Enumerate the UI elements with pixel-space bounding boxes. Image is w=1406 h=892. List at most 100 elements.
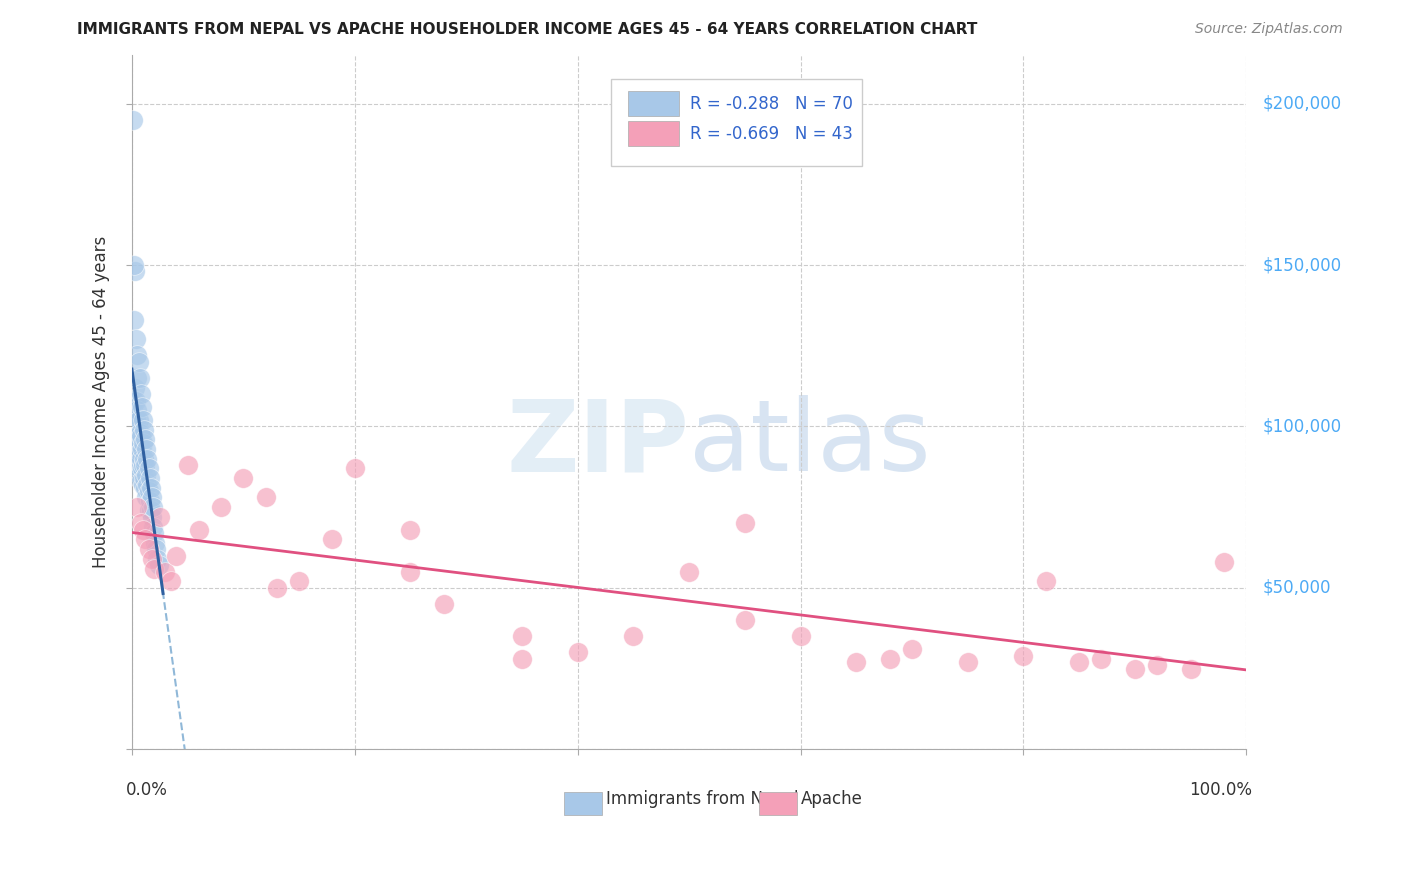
Point <box>254 491 277 505</box>
Point <box>1035 574 1057 589</box>
Point <box>138 542 160 557</box>
FancyBboxPatch shape <box>628 91 679 116</box>
Point <box>321 533 343 547</box>
Text: $50,000: $50,000 <box>1263 579 1331 597</box>
Point <box>138 471 160 485</box>
Point <box>1012 648 1035 663</box>
Point <box>734 516 756 531</box>
Point <box>141 509 163 524</box>
Point <box>1123 662 1146 676</box>
Point <box>122 409 145 424</box>
Point <box>510 629 533 643</box>
Point <box>139 481 162 495</box>
Point <box>232 471 254 485</box>
Point <box>122 458 145 473</box>
Point <box>143 561 166 575</box>
Point <box>124 264 146 278</box>
Text: Source: ZipAtlas.com: Source: ZipAtlas.com <box>1195 22 1343 37</box>
Point <box>128 413 150 427</box>
Point <box>129 429 152 443</box>
Point <box>122 419 145 434</box>
Point <box>149 509 172 524</box>
Point <box>433 597 456 611</box>
Point <box>122 458 145 473</box>
Point <box>956 655 979 669</box>
Point <box>132 435 155 450</box>
Point <box>132 477 155 491</box>
Point <box>131 400 153 414</box>
Point <box>135 442 157 456</box>
Point <box>176 458 198 473</box>
Point <box>134 458 156 473</box>
Text: R = -0.669   N = 43: R = -0.669 N = 43 <box>690 125 853 143</box>
Point <box>142 519 165 533</box>
Point <box>141 551 163 566</box>
Point <box>128 467 150 482</box>
Point <box>129 387 152 401</box>
Point <box>132 523 155 537</box>
Point <box>145 542 167 557</box>
Point <box>148 558 170 573</box>
Point <box>129 475 152 489</box>
Point <box>343 461 366 475</box>
Point <box>143 526 166 541</box>
Point <box>138 503 160 517</box>
Point <box>138 483 160 498</box>
Point <box>879 652 901 666</box>
Point <box>134 451 156 466</box>
Point <box>789 629 811 643</box>
Point <box>122 433 145 447</box>
Point <box>901 642 924 657</box>
Text: atlas: atlas <box>689 395 931 492</box>
Point <box>134 533 156 547</box>
Point <box>127 500 149 515</box>
Point <box>510 652 533 666</box>
Point <box>1213 555 1236 569</box>
Text: ZIP: ZIP <box>506 395 689 492</box>
Point <box>127 451 149 466</box>
Point <box>122 313 145 327</box>
Y-axis label: Householder Income Ages 45 - 64 years: Householder Income Ages 45 - 64 years <box>93 236 110 568</box>
FancyBboxPatch shape <box>612 79 862 166</box>
Point <box>125 413 148 427</box>
Point <box>146 551 169 566</box>
Point <box>131 461 153 475</box>
Text: $100,000: $100,000 <box>1263 417 1343 435</box>
Text: $200,000: $200,000 <box>1263 95 1343 112</box>
Point <box>165 549 187 563</box>
Point <box>127 425 149 440</box>
Point <box>134 481 156 495</box>
Point <box>621 629 644 643</box>
Point <box>122 435 145 450</box>
Point <box>155 565 177 579</box>
Point <box>139 503 162 517</box>
Point <box>132 458 155 473</box>
Point <box>122 393 145 408</box>
Point <box>134 433 156 447</box>
Point <box>1180 662 1202 676</box>
Point <box>124 451 146 466</box>
FancyBboxPatch shape <box>564 792 602 815</box>
Point <box>128 445 150 459</box>
Point <box>128 425 150 440</box>
FancyBboxPatch shape <box>628 121 679 146</box>
Point <box>734 613 756 627</box>
Point <box>129 516 152 531</box>
Point <box>209 500 232 515</box>
Text: R = -0.288   N = 70: R = -0.288 N = 70 <box>690 95 853 112</box>
Text: 0.0%: 0.0% <box>127 780 169 798</box>
Point <box>399 565 422 579</box>
Point <box>136 477 159 491</box>
Point <box>266 581 288 595</box>
Point <box>845 655 868 669</box>
Point <box>128 371 150 385</box>
Point <box>135 467 157 482</box>
Point <box>132 413 155 427</box>
Point <box>122 403 145 417</box>
Point <box>134 471 156 485</box>
Point <box>1069 655 1091 669</box>
Point <box>127 403 149 417</box>
Point <box>187 523 209 537</box>
Point <box>125 332 148 346</box>
Point <box>288 574 311 589</box>
